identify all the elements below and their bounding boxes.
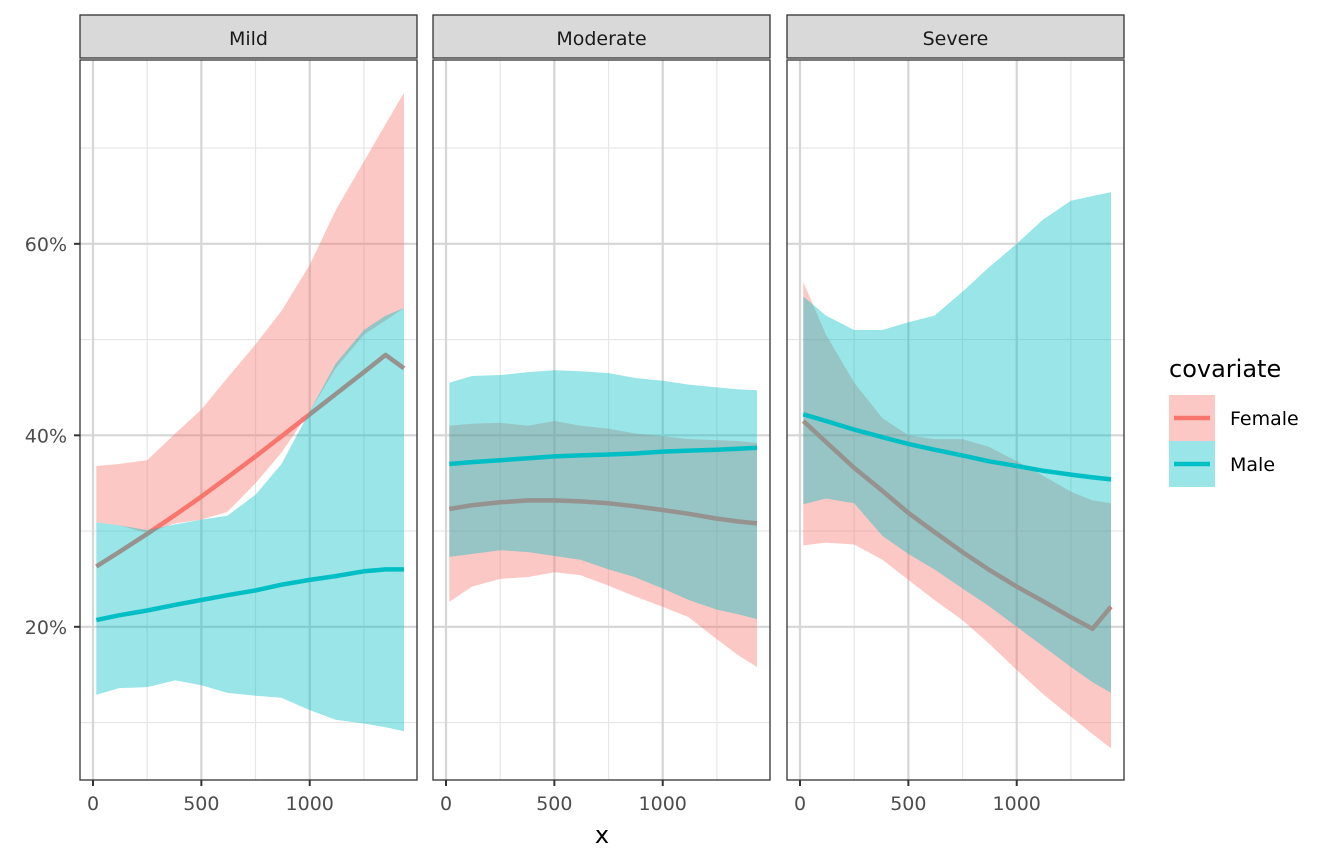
panel-border [786, 59, 1125, 781]
facet-panel-severe: Severe 0 500 1000 [786, 14, 1125, 815]
legend-entries: Female Male [1169, 395, 1299, 487]
panel-data [801, 192, 1113, 749]
facet-strip-label: Severe [923, 28, 989, 50]
facet-strip-label: Moderate [556, 28, 646, 50]
x-tick-label: 500 [890, 793, 926, 815]
panel-background [433, 60, 770, 780]
legend-item-male: Male [1169, 441, 1275, 487]
panel-data [448, 370, 758, 667]
legend-title: covariate [1169, 355, 1281, 383]
ribbon-male [449, 370, 757, 620]
ribbon-female [96, 92, 405, 533]
x-tick-label: 0 [87, 793, 99, 815]
y-tick-label: 20% [25, 617, 67, 639]
legend-label-male: Male [1230, 454, 1275, 476]
ribbon-male [96, 308, 405, 732]
legend-label-female: Female [1230, 408, 1299, 430]
ribbon-male [803, 192, 1111, 693]
legend-item-female: Female [1169, 395, 1299, 441]
y-tick-label: 40% [25, 425, 67, 447]
x-tick-label: 0 [794, 793, 806, 815]
x-tick-label: 500 [536, 793, 572, 815]
line-male [95, 567, 404, 623]
x-tick-label: 1000 [639, 793, 687, 815]
facet-strip-label: Mild [229, 28, 268, 50]
line-male [802, 412, 1112, 482]
panel-background [787, 60, 1124, 780]
facet-strip [79, 14, 418, 59]
panel-data [95, 92, 406, 732]
panel-background [80, 60, 417, 780]
ribbon-female [803, 282, 1111, 749]
facet-panel-mild: Mild 0 500 1000 20% 40% 60% [25, 14, 418, 815]
line-female [801, 419, 1113, 631]
panel-border [432, 59, 771, 781]
y-tick-label: 60% [25, 234, 67, 256]
legend: covariate Female Male [1169, 355, 1299, 487]
line-female [448, 498, 758, 526]
x-tick-label: 500 [183, 793, 219, 815]
line-male [449, 445, 758, 467]
facet-strip [786, 14, 1125, 59]
line-female [95, 352, 406, 569]
x-axis-title: x [595, 821, 609, 849]
x-tick-label: 1000 [993, 793, 1041, 815]
x-tick-label: 1000 [286, 793, 334, 815]
facet-strip [432, 14, 771, 59]
panel-border [79, 59, 418, 781]
x-tick-label: 0 [440, 793, 452, 815]
ribbon-female [449, 421, 757, 667]
facet-panel-moderate: Moderate 0 500 1000 [432, 14, 771, 815]
